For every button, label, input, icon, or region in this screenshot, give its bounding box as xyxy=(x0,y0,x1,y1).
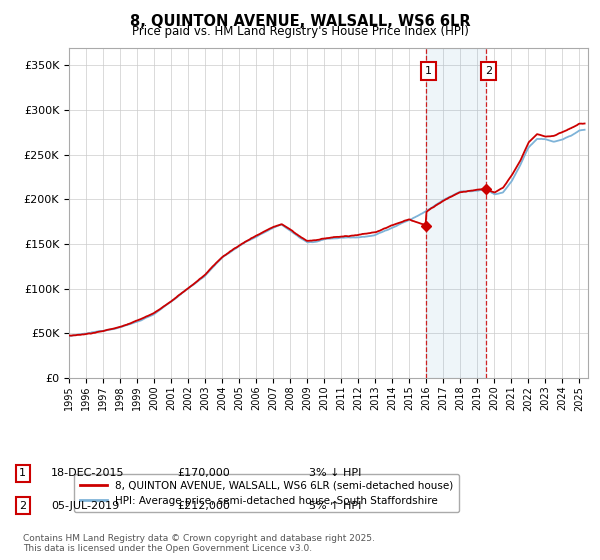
Text: Contains HM Land Registry data © Crown copyright and database right 2025.
This d: Contains HM Land Registry data © Crown c… xyxy=(23,534,374,553)
Text: 2: 2 xyxy=(485,66,492,76)
Legend: 8, QUINTON AVENUE, WALSALL, WS6 6LR (semi-detached house), HPI: Average price, s: 8, QUINTON AVENUE, WALSALL, WS6 6LR (sem… xyxy=(74,474,460,512)
Text: 1: 1 xyxy=(425,66,432,76)
Text: £212,000: £212,000 xyxy=(177,501,230,511)
Text: £170,000: £170,000 xyxy=(177,468,230,478)
Text: 18-DEC-2015: 18-DEC-2015 xyxy=(51,468,125,478)
Text: 2: 2 xyxy=(19,501,26,511)
Text: 1: 1 xyxy=(19,468,26,478)
Text: 8, QUINTON AVENUE, WALSALL, WS6 6LR: 8, QUINTON AVENUE, WALSALL, WS6 6LR xyxy=(130,14,470,29)
Text: 05-JUL-2019: 05-JUL-2019 xyxy=(51,501,119,511)
Bar xyxy=(425,48,486,378)
Text: 3% ↓ HPI: 3% ↓ HPI xyxy=(309,468,361,478)
Text: 5% ↑ HPI: 5% ↑ HPI xyxy=(309,501,361,511)
Text: Price paid vs. HM Land Registry's House Price Index (HPI): Price paid vs. HM Land Registry's House … xyxy=(131,25,469,38)
